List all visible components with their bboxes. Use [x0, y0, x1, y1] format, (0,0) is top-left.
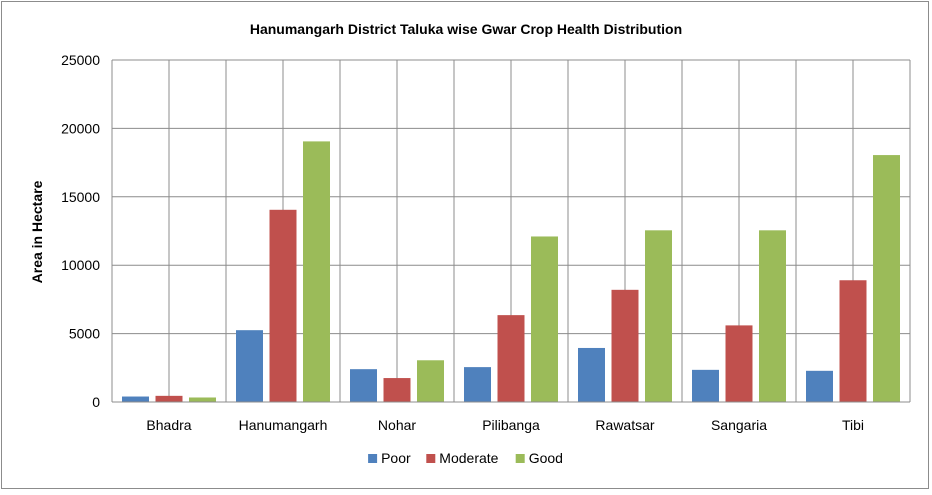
- bar-poor-sangaria: [692, 369, 719, 402]
- bar-good-tibi: [873, 155, 900, 402]
- bar-moderate-sangaria: [725, 325, 753, 402]
- bar-poor-pilibanga: [464, 367, 491, 402]
- bar-good-nohar: [417, 360, 444, 402]
- bar-poor-tibi: [806, 370, 833, 402]
- legend-swatch-poor: [368, 454, 378, 463]
- bar-good-pilibanga: [531, 236, 558, 402]
- x-tick-label: Tibi: [842, 417, 864, 433]
- bar-moderate-rawatsar: [611, 289, 639, 402]
- bar-good-rawatsar: [645, 230, 672, 402]
- legend-swatch-moderate: [426, 454, 436, 463]
- legend-label-good: Good: [529, 450, 563, 466]
- y-tick-label: 10000: [61, 257, 100, 273]
- x-tick-label: Rawatsar: [595, 417, 654, 433]
- axes: 0 5000 10000 15000 20000 25000 Bhadra Hanumanga…: [61, 52, 910, 433]
- y-tick-label: 25000: [61, 52, 100, 68]
- gridlines: [111, 59, 911, 403]
- bar-poor-nohar: [350, 369, 377, 402]
- legend-label-moderate: Moderate: [439, 450, 498, 466]
- x-tick-label: Sangaria: [711, 417, 767, 433]
- bar-poor-bhadra: [122, 396, 149, 402]
- bar-moderate-nohar: [383, 378, 411, 402]
- y-tick-label: 0: [92, 394, 100, 410]
- y-tick-label: 20000: [61, 120, 100, 136]
- bars: [122, 141, 900, 402]
- bar-moderate-tibi: [839, 280, 867, 402]
- bar-moderate-pilibanga: [497, 315, 525, 402]
- y-tick-label: 5000: [69, 326, 100, 342]
- chart-title: Hanumangarh District Taluka wise Gwar Cr…: [250, 21, 682, 37]
- x-tick-label: Bhadra: [146, 417, 191, 433]
- bar-poor-rawatsar: [578, 347, 605, 402]
- bar-good-sangaria: [759, 230, 786, 402]
- x-tick-label: Hanumangarh: [239, 417, 328, 433]
- legend-label-poor: Poor: [381, 450, 411, 466]
- y-tick-label: 15000: [61, 189, 100, 205]
- bar-poor-hanumangarh: [236, 330, 263, 402]
- bar-moderate-hanumangarh: [269, 209, 297, 402]
- bar-good-bhadra: [189, 397, 216, 402]
- bar-good-hanumangarh: [303, 141, 330, 402]
- legend: Poor Moderate Good: [368, 450, 563, 466]
- bar-moderate-bhadra: [155, 395, 183, 402]
- legend-swatch-good: [515, 454, 525, 463]
- x-tick-label: Nohar: [378, 417, 416, 433]
- y-axis-label: Area in Hectare: [29, 180, 45, 283]
- x-tick-label: Pilibanga: [482, 417, 540, 433]
